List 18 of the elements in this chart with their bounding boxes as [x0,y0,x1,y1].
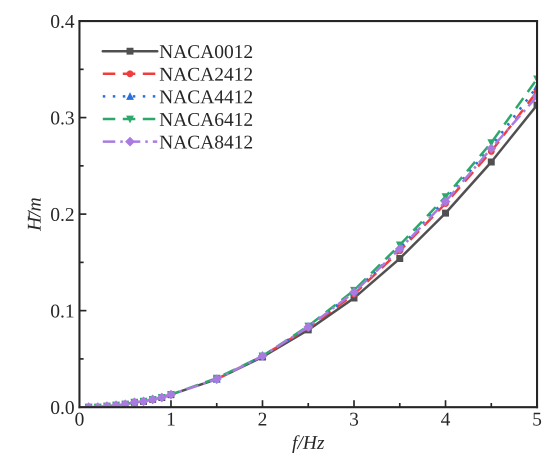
legend-label: NACA4412 [160,90,252,104]
legend-label: NACA0012 [160,45,252,58]
legend-label: NACA8412 [160,136,252,149]
y-tick-label: 0.4 [51,14,74,28]
x-tick-label: 2 [258,412,266,426]
x-tick-label: 4 [441,412,450,426]
y-tick-label: 0.2 [51,208,74,222]
x-tick-label: 5 [533,412,542,426]
y-axis-title: H̄/m [28,198,41,232]
x-tick-label: 3 [350,412,358,426]
x-tick-label: 0 [75,412,84,426]
x-axis-title: f/Hz [292,435,324,454]
y-tick-label: 0.0 [51,400,74,414]
y-tick-label: 0.3 [51,111,74,125]
x-tick-label: 1 [168,412,175,426]
y-tick-label: 0.1 [51,304,74,318]
legend-label: NACA6412 [160,112,252,126]
legend-label: NACA2412 [160,68,252,81]
